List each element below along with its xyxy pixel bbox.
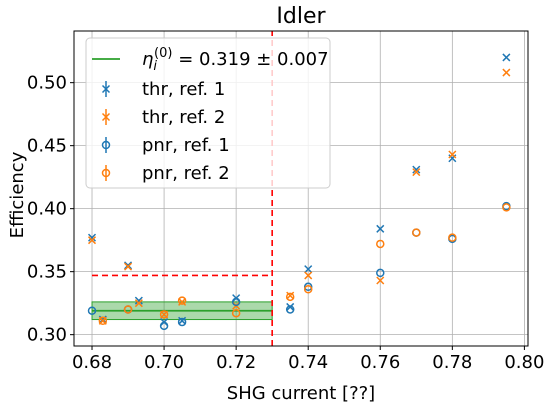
axis-ticks: 0.68 0.70 0.72 0.74 0.76 0.78 0.80 0.30 0.35 0.40…	[27, 73, 545, 373]
x-tick-label: 0.70	[144, 352, 184, 373]
data-point-series-4	[123, 305, 133, 314]
x-tick-label: 0.76	[360, 352, 400, 373]
data-point-series-2	[87, 236, 97, 245]
x-tick-label: 0.68	[72, 352, 112, 373]
data-point-series-2	[376, 276, 385, 285]
data-point-series-1	[178, 316, 187, 325]
data-point-series-4	[285, 292, 295, 302]
data-point-series-4	[231, 308, 241, 318]
data-point-series-1	[286, 302, 295, 311]
plot-frame	[73, 30, 529, 347]
legend-marker-2	[101, 112, 111, 122]
x-tick-label: 0.80	[504, 352, 544, 373]
data-point-series-3	[376, 268, 385, 278]
data-point-series-2	[134, 299, 143, 308]
legend-label-3: pnr, ref. 1	[142, 135, 230, 156]
y-tick-label: 0.45	[27, 136, 67, 157]
x-tick-label: 0.72	[216, 352, 256, 373]
mean-band-group	[91, 301, 273, 321]
data-point-series-3	[303, 282, 313, 292]
data-point-series-3	[285, 305, 295, 314]
x-tick-label: 0.78	[432, 352, 472, 373]
legend-label-1: thr, ref. 1	[142, 79, 225, 100]
legend-box	[85, 37, 331, 189]
data-point-series-3	[177, 317, 187, 327]
data-point-series-2	[304, 271, 313, 280]
legend: ηi(0) = 0.319 ± 0.007 thr, ref. 1 thr, ref…	[85, 37, 331, 189]
data-point-series-4	[159, 310, 169, 319]
y-tick-label: 0.40	[27, 199, 67, 220]
data-point-series-1	[376, 224, 385, 233]
legend-mean-label: ηi(0) = 0.319 ± 0.007	[142, 46, 329, 74]
legend-marker-3	[101, 140, 111, 150]
x-axis-label: SHG current [??]	[227, 383, 375, 404]
data-point-series-1	[412, 165, 421, 174]
legend-marker-1	[101, 84, 111, 94]
data-point-series-3	[159, 321, 169, 331]
chart-title: Idler	[276, 4, 326, 29]
data-point-series-1	[134, 296, 143, 305]
data-point-series-2	[124, 262, 133, 271]
data-point-series-4	[448, 233, 457, 242]
data-point-series-4	[502, 203, 511, 212]
data-point-series-4	[177, 296, 187, 305]
data-point-series-4	[412, 228, 421, 237]
y-tick-label: 0.30	[27, 325, 67, 346]
data-point-series-1	[502, 53, 511, 62]
data-point-series-4	[376, 239, 385, 249]
data-point-series-3	[231, 297, 241, 307]
data-point-series-1	[124, 261, 133, 270]
legend-label-2: thr, ref. 2	[142, 107, 225, 128]
legend-label-4: pnr, ref. 2	[142, 163, 230, 184]
legend-marker-4	[101, 168, 111, 178]
data-point-series-4	[98, 316, 108, 326]
data-point-series-2	[412, 168, 421, 177]
y-tick-label: 0.50	[27, 73, 67, 94]
y-tick-label: 0.35	[27, 262, 67, 283]
data-point-series-1	[98, 315, 107, 324]
data-point-series-3	[87, 306, 97, 315]
data-point-series-2	[502, 68, 511, 77]
data-point-series-2	[178, 297, 187, 306]
x-tick-label: 0.74	[288, 352, 328, 373]
data-point-series-1	[304, 265, 313, 274]
data-point-series-2	[286, 291, 295, 300]
y-axis-label: Efficiency	[7, 151, 28, 238]
data-point-series-2	[448, 150, 457, 159]
data-point-series-4	[303, 285, 313, 294]
data-points	[87, 53, 511, 331]
data-point-series-1	[87, 233, 97, 242]
